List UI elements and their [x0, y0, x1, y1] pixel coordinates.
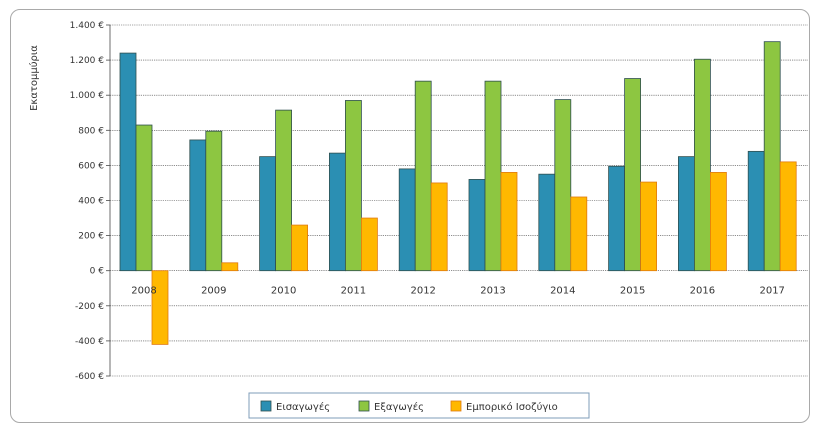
bar-trade-balance-2013 [500, 172, 518, 272]
x-tick-label: 2013 [480, 286, 505, 297]
bar-imports-2011 [328, 152, 346, 272]
legend-swatch [358, 400, 370, 412]
x-tick-label: 2017 [759, 286, 784, 297]
x-tick-label: 2010 [271, 286, 296, 297]
bar-exports-2013 [484, 80, 502, 272]
y-axis-label: Εκατομμύρια [28, 45, 40, 111]
axes: 1.400 € 1.200 € 1.000 € 800 € 600 € 400 € 200 … [70, 21, 785, 382]
y-tick-label: 1.200 € [70, 56, 105, 66]
legend-swatch [260, 400, 272, 412]
y-tick-label: 600 € [78, 161, 104, 171]
x-tick-label: 2009 [201, 286, 226, 297]
bar-trade-balance-2016 [710, 172, 727, 272]
bar-trade-balance-2012 [430, 182, 448, 272]
y-tick-label: 200 € [78, 232, 104, 242]
x-tick-label: 2012 [410, 286, 435, 297]
y-tick-label: -200 € [75, 302, 104, 312]
y-tick-label: 400 € [78, 197, 104, 207]
bar-imports-2010 [259, 156, 277, 272]
bar-imports-2013 [468, 179, 486, 272]
x-tick-label: 2011 [341, 286, 366, 297]
bar-exports-2009 [205, 130, 223, 272]
bar-exports-2011 [344, 100, 362, 272]
legend-label: Εισαγωγές [276, 401, 330, 413]
legend-label: Εξαγωγές [374, 401, 424, 413]
bar-trade-balance-2014 [570, 196, 588, 272]
bar-trade-balance-2017 [779, 161, 797, 272]
bar-exports-2016 [694, 58, 711, 272]
bar-imports-2009 [189, 139, 207, 272]
bar-exports-2015 [624, 78, 641, 272]
legend-swatch [450, 400, 462, 412]
y-tick-label: 1.400 € [70, 21, 105, 31]
x-tick-label: 2015 [620, 286, 645, 297]
bar-imports-2015 [608, 165, 625, 272]
legend-label: Εμπορικό Ισοζύγιο [466, 401, 558, 413]
bar-trade-balance-2010 [291, 224, 309, 272]
bars [119, 41, 797, 345]
bar-exports-2008 [135, 124, 153, 272]
bar-imports-2017 [747, 150, 765, 272]
bar-imports-2012 [398, 168, 416, 272]
y-tick-label: 0 € [90, 267, 105, 277]
bar-exports-2012 [414, 80, 432, 272]
bar-trade-balance-2011 [360, 217, 378, 272]
bar-trade-balance-2009 [221, 262, 239, 272]
bar-exports-2014 [554, 99, 572, 272]
x-tick-label: 2014 [550, 286, 575, 297]
bar-trade-balance-2008 [151, 270, 169, 345]
y-tick-label: 800 € [78, 126, 104, 136]
bar-imports-2014 [538, 173, 556, 272]
y-tick-label: 1.000 € [70, 91, 105, 101]
x-tick-label: 2008 [131, 286, 156, 297]
bar-exports-2010 [275, 109, 293, 272]
bar-exports-2017 [763, 41, 781, 272]
y-tick-label: -600 € [75, 372, 104, 382]
y-tick-label: -400 € [75, 337, 104, 347]
legend: Εισαγωγές Εξαγωγές Εμπορικό Ισοζύγιο [248, 392, 590, 419]
bar-trade-balance-2015 [640, 181, 657, 272]
bar-imports-2016 [678, 156, 695, 272]
bar-imports-2008 [119, 52, 137, 272]
x-tick-label: 2016 [690, 286, 715, 297]
legend-box [248, 392, 590, 419]
